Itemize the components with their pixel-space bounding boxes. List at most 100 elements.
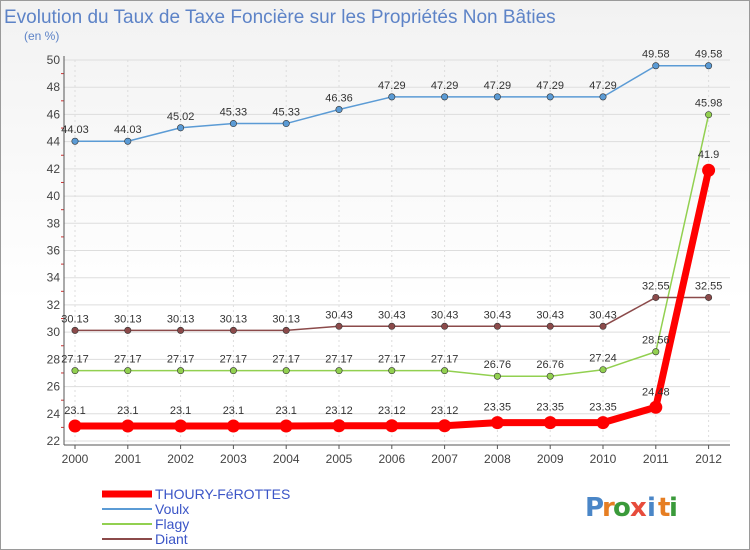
y-tick-label: 32 [47, 298, 61, 312]
data-point [493, 322, 501, 330]
data-label: 49.58 [695, 49, 723, 61]
data-label: 23.35 [484, 402, 512, 414]
data-label: 27.24 [589, 353, 617, 365]
data-point [441, 93, 449, 101]
data-point [335, 106, 343, 114]
data-label: 27.17 [378, 354, 406, 366]
data-label: 24.48 [642, 386, 670, 398]
data-label: 30.43 [431, 309, 459, 321]
proxiti-logo: Pro x i ti [585, 493, 678, 523]
data-label: 23.35 [589, 402, 617, 414]
data-point [282, 120, 290, 128]
data-label: 30.13 [220, 313, 248, 325]
x-tick-label: 2006 [378, 452, 405, 466]
data-label: 44.03 [114, 124, 142, 136]
data-label: 30.13 [114, 313, 142, 325]
data-point [652, 62, 660, 70]
data-label: 45.33 [220, 107, 248, 119]
data-label: 30.13 [61, 313, 89, 325]
data-point [282, 326, 290, 334]
chart-title: Evolution du Taux de Taxe Foncière sur l… [4, 7, 556, 28]
data-label: 30.43 [378, 309, 406, 321]
data-point [543, 416, 557, 430]
data-label: 47.29 [536, 80, 564, 92]
x-tick-label: 2003 [220, 452, 247, 466]
data-label: 23.1 [117, 405, 138, 417]
y-tick-label: 22 [47, 434, 61, 448]
data-labels: 44.03 44.03 45.02 45.33 45.33 46.36 47.29 47.29… [61, 49, 722, 417]
data-label: 47.29 [484, 80, 512, 92]
data-point [71, 326, 79, 334]
data-point [546, 322, 554, 330]
data-point [493, 372, 501, 380]
data-point [441, 367, 449, 375]
chart-subtitle: (en %) [24, 29, 59, 43]
legend-label: Flagy [155, 516, 189, 532]
data-point [279, 419, 293, 433]
y-tick-label: 28 [47, 352, 61, 366]
data-label: 23.12 [431, 405, 459, 417]
logo-letter: x [630, 493, 647, 523]
data-label: 47.29 [431, 80, 459, 92]
data-label: 27.17 [272, 354, 300, 366]
data-label: 32.55 [642, 280, 670, 292]
y-tick-label: 50 [47, 53, 61, 67]
logo-letter: t [658, 493, 670, 523]
data-label: 44.03 [61, 124, 89, 136]
data-point [177, 124, 185, 132]
data-label: 30.13 [167, 313, 195, 325]
data-label: 27.17 [220, 354, 248, 366]
data-point [124, 137, 132, 145]
data-point [441, 322, 449, 330]
data-label: 23.12 [325, 405, 353, 417]
legend-label: THOURY-FéROTTES [155, 486, 290, 502]
data-label: 23.1 [275, 405, 296, 417]
data-point [490, 416, 504, 430]
x-tick-label: 2004 [273, 452, 300, 466]
x-tick-label: 2009 [537, 452, 564, 466]
data-point [705, 62, 713, 70]
x-tick-label: 2007 [431, 452, 458, 466]
data-label: 23.12 [378, 405, 406, 417]
data-point [335, 367, 343, 375]
data-point [226, 419, 240, 433]
data-label: 27.17 [431, 354, 459, 366]
data-point [68, 419, 82, 433]
series-group [68, 62, 716, 433]
data-point [649, 400, 663, 414]
data-label: 49.58 [642, 49, 670, 61]
data-point [599, 322, 607, 330]
x-tick-label: 2010 [590, 452, 617, 466]
x-tick-label: 2005 [326, 452, 353, 466]
data-point [124, 326, 132, 334]
x-tick-label: 2008 [484, 452, 511, 466]
logo-letter: r [602, 493, 615, 523]
data-label: 27.17 [61, 354, 89, 366]
data-point [596, 416, 610, 430]
data-point [388, 322, 396, 330]
data-point [388, 367, 396, 375]
series-line-3 [71, 166, 713, 430]
data-point [229, 326, 237, 334]
y-tick-label: 24 [47, 407, 61, 421]
legend-label: Diant [155, 531, 188, 547]
data-label: 45.33 [272, 107, 300, 119]
data-point [599, 366, 607, 374]
data-label: 27.17 [167, 354, 195, 366]
y-tick-label: 46 [47, 107, 61, 121]
logo-letter: i [647, 493, 656, 523]
legend-label: Voulx [155, 501, 189, 517]
data-label: 27.17 [114, 354, 142, 366]
y-tick-label: 40 [47, 189, 61, 203]
data-point [335, 322, 343, 330]
data-label: 46.36 [325, 93, 353, 105]
logo-letter: P [585, 493, 604, 523]
x-tick-label: 2011 [643, 452, 669, 466]
data-point [652, 348, 660, 356]
data-label: 23.1 [170, 405, 191, 417]
data-label: 30.43 [325, 309, 353, 321]
data-label: 23.35 [536, 402, 564, 414]
data-label: 23.1 [64, 405, 85, 417]
